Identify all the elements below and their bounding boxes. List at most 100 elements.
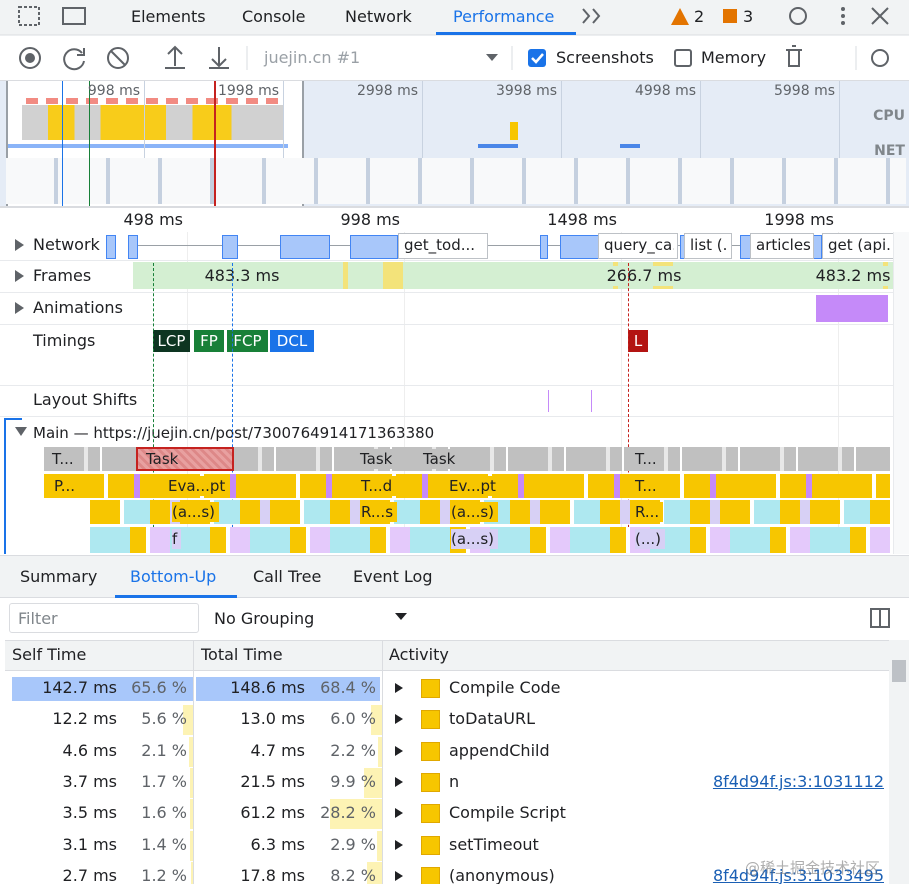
table-scrollbar <box>889 640 909 884</box>
self-time: 4.6 ms <box>62 740 117 760</box>
device-icon[interactable] <box>62 7 86 25</box>
expand-arrow[interactable] <box>15 302 24 314</box>
details-tab[interactable]: Event Log <box>353 567 433 586</box>
flame-entry: (a...s) <box>451 502 499 522</box>
ruler-grid <box>187 232 188 552</box>
total-percent: 68.4 % <box>320 678 376 697</box>
overview-grid-line <box>283 81 284 158</box>
self-percent: 1.4 % <box>141 834 187 854</box>
details-tab[interactable]: Summary <box>20 567 98 586</box>
issue-count: 3 <box>743 7 754 26</box>
expand-arrow[interactable] <box>15 427 27 436</box>
network-request-label: get_tod... <box>404 236 476 254</box>
network-request <box>598 233 678 259</box>
layout-shift <box>591 390 592 412</box>
overview-time: 1998 ms <box>217 83 279 99</box>
source-link[interactable]: 8f4d94f.js:3:1033495 <box>712 865 884 884</box>
marker-line <box>89 81 90 206</box>
expand-arrow[interactable] <box>395 745 403 756</box>
record-button[interactable] <box>19 47 41 69</box>
flame-entry: (...) <box>635 529 666 549</box>
load-button[interactable] <box>165 45 185 69</box>
net-bar <box>8 144 288 148</box>
settings-icon[interactable] <box>789 7 807 25</box>
track-label: Layout Shifts <box>33 390 138 409</box>
panel-tab[interactable]: Performance <box>453 7 555 26</box>
total-time: 13.0 ms <box>240 709 305 729</box>
network-request <box>222 235 238 259</box>
panel-tab[interactable]: Network <box>345 7 412 26</box>
expand-arrow[interactable] <box>395 870 403 881</box>
network-request <box>350 235 398 259</box>
ruler-time: 998 ms <box>340 210 400 229</box>
inspect-icon[interactable] <box>18 6 40 26</box>
overview-grid-line <box>839 81 840 158</box>
expand-arrow[interactable] <box>395 839 403 850</box>
close-icon[interactable] <box>871 7 889 25</box>
total-percent: 6.0 % <box>330 709 376 729</box>
screenshot-strip <box>6 158 906 204</box>
issue-icon <box>723 9 737 23</box>
memory-checkbox[interactable] <box>674 49 692 67</box>
main-highlight <box>4 418 22 420</box>
flame-entry: Eva...pt <box>168 476 230 496</box>
capture-settings[interactable] <box>871 49 889 67</box>
marker-line <box>62 81 63 206</box>
timing-label: L <box>633 332 643 350</box>
network-request <box>280 235 330 259</box>
track-label: Main — https://juejin.cn/post/7300764914… <box>33 424 435 442</box>
category-swatch <box>421 679 440 698</box>
network-line <box>135 245 890 246</box>
flame-entry: R... <box>635 502 664 522</box>
timing-line <box>232 263 233 553</box>
flame-entry: T... <box>635 449 661 469</box>
expand-arrow[interactable] <box>15 270 24 282</box>
self-time: 142.7 ms <box>42 678 117 697</box>
expand-arrow[interactable] <box>15 239 24 251</box>
details-tab[interactable]: Bottom-Up <box>130 567 217 586</box>
self-time: 3.7 ms <box>62 771 117 791</box>
expand-arrow[interactable] <box>395 808 403 819</box>
grouping-select[interactable]: No Grouping <box>214 609 315 628</box>
net-bar <box>620 144 640 148</box>
flame-entry: Ev...pt <box>449 476 500 496</box>
total-percent: 8.2 % <box>330 865 376 884</box>
net-bar <box>478 144 518 148</box>
expand-arrow[interactable] <box>395 714 403 725</box>
marker-line <box>214 81 216 206</box>
percent-bar <box>190 861 193 884</box>
overview-time: 998 ms <box>87 83 140 99</box>
activity-name: (anonymous) <box>449 865 555 884</box>
trash-button[interactable] <box>786 45 802 67</box>
warning-count: 2 <box>694 7 705 26</box>
clear-button[interactable] <box>107 47 129 69</box>
flame-entry: P... <box>54 476 80 496</box>
net-label: NET <box>874 143 905 159</box>
filter-input[interactable] <box>9 603 199 633</box>
toolbar-border <box>0 80 909 81</box>
track-label: Timings <box>33 331 96 350</box>
table-header <box>5 640 889 671</box>
active-details-underline <box>115 595 237 598</box>
more-tabs[interactable] <box>582 8 601 24</box>
timing-label: FP <box>200 332 218 350</box>
category-swatch <box>421 866 440 884</box>
reload-button[interactable] <box>63 48 85 71</box>
category-swatch <box>421 772 440 792</box>
expand-arrow[interactable] <box>395 683 403 693</box>
panel-tab[interactable]: Elements <box>131 7 206 26</box>
panel-tab[interactable]: Console <box>242 7 306 26</box>
expand-arrow[interactable] <box>395 776 403 787</box>
screenshots-checkbox[interactable] <box>528 49 546 67</box>
save-button[interactable] <box>209 47 229 69</box>
frame-duration: 483.3 ms <box>204 266 280 286</box>
details-tab[interactable]: Call Tree <box>253 567 322 586</box>
ruler-grid <box>621 232 622 552</box>
flame-entry: R...s <box>361 502 398 522</box>
column-header: Total Time <box>201 645 283 664</box>
ruler-grid <box>838 232 839 552</box>
percent-bar <box>363 767 382 798</box>
source-link[interactable]: 8f4d94f.js:3:1031112 <box>712 771 884 791</box>
